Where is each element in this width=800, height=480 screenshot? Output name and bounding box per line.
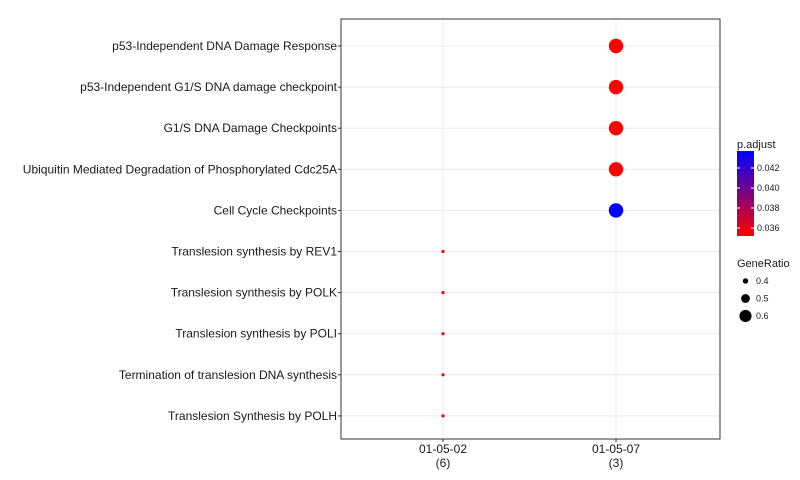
data-point <box>608 79 624 95</box>
size-legend-dot <box>739 309 752 323</box>
y-tick-label: Translesion Synthesis by POLH <box>168 409 337 423</box>
size-legend-label: 0.5 <box>756 294 769 304</box>
data-point <box>608 162 624 177</box>
y-tick-label: G1/S DNA Damage Checkpoints <box>164 121 337 135</box>
size-legend-dot <box>741 294 750 303</box>
x-tick-count: (3) <box>609 456 624 470</box>
y-tick-label: p53-Independent G1/S DNA damage checkpoi… <box>80 80 338 94</box>
y-axis: p53-Independent DNA Damage Response p53-I… <box>23 39 341 423</box>
color-legend-title: p.adjust <box>737 139 776 151</box>
x-tick-count: (6) <box>436 456 451 470</box>
size-legend-label: 0.4 <box>756 276 769 286</box>
y-tick-label: Translesion synthesis by POLK <box>171 286 337 300</box>
data-point <box>608 121 624 136</box>
data-point <box>441 291 445 295</box>
color-legend-label: 0.038 <box>757 203 780 213</box>
size-legend-label: 0.6 <box>756 311 769 321</box>
data-point <box>441 373 445 377</box>
color-legend-label: 0.036 <box>757 223 780 233</box>
data-points <box>441 38 624 418</box>
data-point <box>441 249 445 254</box>
color-legend-gradient <box>737 151 754 236</box>
plot-panel-border <box>340 18 721 440</box>
size-legend-dot <box>742 278 749 284</box>
data-point <box>441 332 445 336</box>
x-axis: 01-05-02(6) 01-05-07(3) <box>419 439 640 470</box>
color-legend-label: 0.040 <box>757 183 780 193</box>
x-tick-label: 01-05-07 <box>592 442 640 456</box>
y-tick-label: p53-Independent DNA Damage Response <box>112 39 337 53</box>
data-point <box>608 203 624 218</box>
color-legend-label: 0.042 <box>757 163 780 173</box>
x-tick-label: 01-05-02 <box>419 442 467 456</box>
size-legend-title: GeneRatio <box>737 258 790 270</box>
size-legend: GeneRatio 0.4 0.5 0.6 <box>737 258 790 323</box>
y-tick-label: Ubiquitin Mediated Degradation of Phosph… <box>23 162 337 176</box>
grid-lines <box>341 19 720 439</box>
y-tick-label: Translesion synthesis by POLI <box>175 327 337 341</box>
y-tick-label: Cell Cycle Checkpoints <box>214 203 337 217</box>
y-tick-label: Termination of translesion DNA synthesis <box>119 368 337 382</box>
data-point <box>608 38 624 54</box>
color-legend: p.adjust 0.036 0.038 0.040 0.042 <box>737 139 780 236</box>
data-point <box>441 414 445 418</box>
y-tick-label: Translesion synthesis by REV1 <box>171 245 337 259</box>
